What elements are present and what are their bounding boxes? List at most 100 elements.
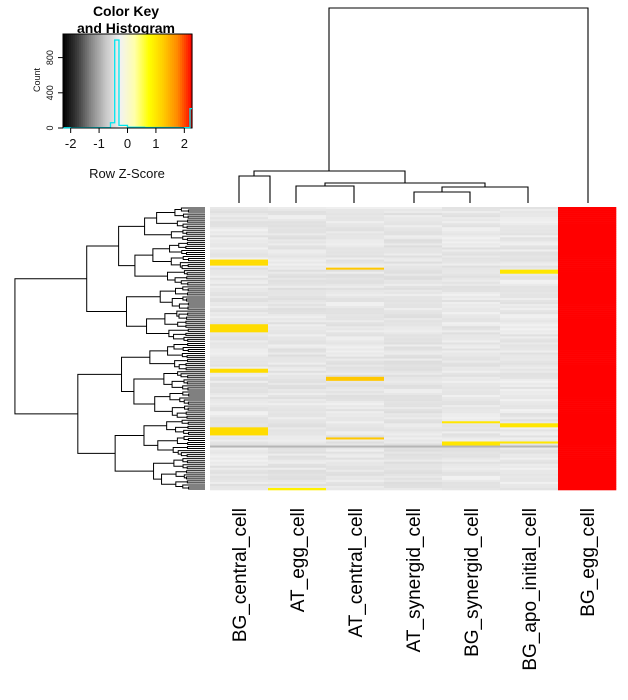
row-dendrogram-branch: [159, 290, 176, 303]
color-key-strip: [71, 34, 74, 128]
heatmap-cell: [384, 431, 443, 434]
heatmap-cell: [210, 429, 269, 432]
heatmap-cell: [326, 219, 385, 222]
heatmap-cell: [442, 439, 501, 442]
heatmap-cell: [442, 475, 501, 479]
heatmap-cell: [210, 239, 269, 242]
heatmap-cell: [326, 291, 385, 295]
color-key-strip: [129, 34, 133, 128]
heatmap-cell: [384, 320, 443, 323]
heatmap-cell: [210, 411, 269, 414]
heatmap-cell: [326, 409, 385, 412]
heatmap-cell: [268, 322, 327, 325]
color-key-strip: [187, 34, 191, 128]
heatmap-cell: [384, 231, 443, 234]
color-key-strip: [135, 34, 139, 128]
heatmap-cell: [558, 336, 617, 339]
heatmap-cell: [268, 253, 327, 256]
heatmap-cell: [268, 360, 327, 363]
heatmap-cell: [384, 401, 443, 404]
row-dendrogram-branch: [188, 393, 205, 397]
color-key-x-tick-label: -2: [65, 136, 77, 151]
row-dendrogram-branch: [187, 437, 205, 441]
heatmap-cell: [500, 421, 559, 424]
row-dendrogram-branch: [169, 244, 182, 253]
heatmap-cell: [210, 483, 269, 487]
heatmap-cell: [558, 217, 617, 220]
heatmap-cell: [558, 368, 617, 372]
row-dendrogram-branch: [185, 476, 205, 480]
heatmap-cell: [384, 332, 443, 335]
heatmap-cell: [210, 231, 269, 234]
heatmap-cell: [500, 265, 559, 268]
heatmap-cell: [210, 413, 269, 416]
heatmap-cell: [558, 380, 617, 384]
heatmap-cell: [268, 316, 327, 319]
row-dendrogram-branch: [175, 426, 188, 433]
heatmap-cell: [326, 334, 385, 337]
row-dendrogram-branch: [186, 460, 205, 464]
heatmap-cell: [558, 352, 617, 355]
heatmap-cell: [500, 326, 559, 329]
heatmap-cell: [500, 291, 559, 295]
heatmap-cell: [442, 308, 501, 311]
heatmap-cell: [326, 461, 385, 465]
heatmap-cell: [442, 366, 501, 370]
heatmap-cell: [500, 257, 559, 260]
heatmap-cell: [442, 289, 501, 293]
heatmap-cell: [268, 465, 327, 469]
heatmap-cell: [500, 239, 559, 242]
heatmap-cell: [384, 293, 443, 297]
heatmap-cell: [558, 362, 617, 365]
heatmap-cell: [500, 427, 559, 430]
heatmap-cell: [210, 322, 269, 325]
heatmap-cell: [442, 328, 501, 331]
heatmap-cell: [442, 293, 501, 297]
heatmap-cell: [442, 473, 501, 477]
heatmap-cell: [210, 407, 269, 410]
heatmap-cell: [210, 251, 269, 254]
heatmap-cell: [558, 449, 617, 452]
row-dendrogram-branch: [187, 349, 205, 353]
heatmap-cell: [384, 360, 443, 363]
heatmap-cell: [558, 227, 617, 230]
column-dendrogram-branch: [413, 191, 471, 203]
heatmap-cell: [384, 338, 443, 341]
heatmap-cell: [442, 263, 501, 266]
heatmap-cell: [210, 346, 269, 349]
heatmap-cell: [442, 376, 501, 380]
heatmap-cell: [442, 336, 501, 339]
heatmap-cell: [442, 330, 501, 333]
heatmap-cell: [326, 328, 385, 331]
color-key-strip: [109, 34, 112, 128]
heatmap-cell: [558, 293, 617, 297]
color-key-y-axis: 0 400 800: [45, 50, 64, 131]
heatmap-cell: [326, 388, 385, 392]
heatmap-cell: [384, 485, 443, 489]
heatmap-cell: [500, 338, 559, 341]
heatmap-cell: [442, 271, 501, 275]
heatmap-cell: [384, 207, 443, 210]
heatmap-cell: [268, 401, 327, 404]
color-key-strip: [125, 34, 129, 128]
heatmap-cell: [210, 293, 269, 297]
heatmap-cell: [384, 399, 443, 402]
heatmap-cell: [558, 350, 617, 353]
heatmap-cell: [326, 314, 385, 317]
heatmap-cell: [268, 314, 327, 317]
heatmap-cell: [326, 423, 385, 426]
heatmap-cell: [442, 209, 501, 212]
heatmap-cell: [500, 439, 559, 442]
heatmap-cell: [500, 297, 559, 301]
heatmap-cell: [268, 302, 327, 305]
heatmap-cell: [384, 380, 443, 384]
heatmap-cell: [210, 215, 269, 218]
heatmap-cell: [268, 463, 327, 467]
heatmap-cell: [384, 427, 443, 430]
heatmap-cell: [384, 374, 443, 378]
heatmap-cell: [326, 265, 385, 268]
row-dendrogram-branch: [167, 271, 185, 281]
heatmap-cell: [210, 213, 269, 216]
color-key-strip: [131, 34, 135, 128]
heatmap-cell: [500, 293, 559, 297]
